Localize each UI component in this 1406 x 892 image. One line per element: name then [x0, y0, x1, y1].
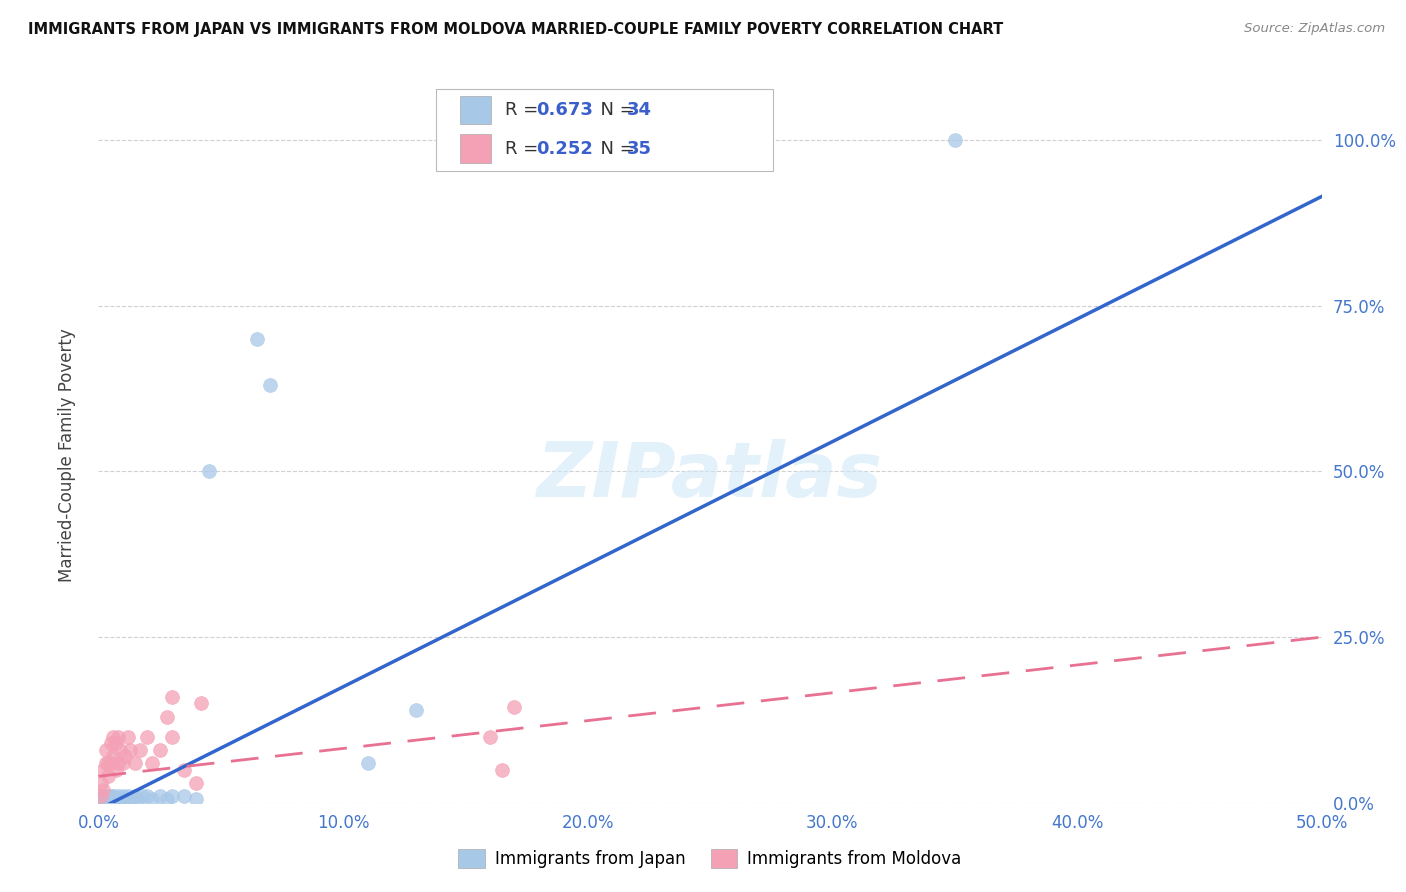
- Point: [91, 763, 114, 777]
- Text: R =: R =: [505, 101, 544, 120]
- Point: [104, 792, 127, 806]
- Point: [136, 730, 159, 744]
- Text: R =: R =: [505, 139, 544, 158]
- Point: [160, 789, 183, 804]
- Point: [90, 776, 112, 790]
- Point: [94, 756, 117, 770]
- Point: [107, 789, 129, 804]
- Text: 34: 34: [627, 101, 652, 120]
- Point: [104, 736, 127, 750]
- Text: IMMIGRANTS FROM JAPAN VS IMMIGRANTS FROM MOLDOVA MARRIED-COUPLE FAMILY POVERTY C: IMMIGRANTS FROM JAPAN VS IMMIGRANTS FROM…: [28, 22, 1004, 37]
- Y-axis label: Married-Couple Family Poverty: Married-Couple Family Poverty: [58, 328, 76, 582]
- Point: [127, 792, 149, 806]
- Point: [173, 789, 195, 804]
- Point: [107, 756, 129, 770]
- Point: [356, 756, 378, 770]
- Point: [94, 792, 117, 806]
- Point: [100, 736, 122, 750]
- Point: [91, 789, 114, 804]
- Point: [110, 743, 132, 757]
- Point: [111, 756, 134, 770]
- Point: [94, 789, 117, 804]
- Point: [129, 743, 152, 757]
- Point: [97, 792, 120, 806]
- Point: [97, 789, 120, 804]
- Point: [186, 792, 208, 806]
- Point: [117, 730, 139, 744]
- Point: [94, 743, 117, 757]
- Point: [246, 332, 269, 346]
- Point: [405, 703, 427, 717]
- Point: [114, 792, 136, 806]
- Text: Source: ZipAtlas.com: Source: ZipAtlas.com: [1244, 22, 1385, 36]
- Point: [149, 743, 172, 757]
- Point: [173, 763, 195, 777]
- Point: [107, 730, 129, 744]
- Point: [101, 749, 124, 764]
- Point: [160, 730, 183, 744]
- Point: [90, 792, 112, 806]
- Text: N =: N =: [589, 101, 641, 120]
- Point: [156, 792, 179, 806]
- Point: [117, 789, 139, 804]
- Point: [156, 709, 179, 723]
- Point: [149, 789, 172, 804]
- Point: [91, 782, 114, 797]
- Text: 35: 35: [627, 139, 652, 158]
- Point: [120, 743, 142, 757]
- Point: [124, 756, 146, 770]
- Point: [110, 792, 132, 806]
- Text: 0.252: 0.252: [536, 139, 592, 158]
- Point: [259, 378, 281, 392]
- Point: [97, 756, 120, 770]
- Point: [190, 697, 212, 711]
- Point: [136, 789, 159, 804]
- Point: [141, 756, 163, 770]
- Point: [491, 763, 513, 777]
- Point: [124, 789, 146, 804]
- Point: [90, 789, 112, 804]
- Point: [101, 792, 124, 806]
- Text: ZIPatlas: ZIPatlas: [537, 439, 883, 513]
- Point: [114, 749, 136, 764]
- Point: [141, 792, 163, 806]
- Point: [100, 756, 122, 770]
- Point: [111, 789, 134, 804]
- Point: [197, 465, 219, 479]
- Point: [943, 133, 966, 147]
- Point: [91, 792, 114, 806]
- Point: [101, 789, 124, 804]
- Point: [100, 789, 122, 804]
- Legend: Immigrants from Japan, Immigrants from Moldova: Immigrants from Japan, Immigrants from M…: [451, 842, 969, 874]
- Point: [101, 730, 124, 744]
- Point: [120, 792, 142, 806]
- Point: [160, 690, 183, 704]
- Point: [503, 699, 526, 714]
- Text: N =: N =: [589, 139, 641, 158]
- Point: [478, 730, 501, 744]
- Point: [104, 763, 127, 777]
- Point: [186, 776, 208, 790]
- Point: [131, 789, 153, 804]
- Text: 0.673: 0.673: [536, 101, 592, 120]
- Point: [100, 792, 122, 806]
- Point: [97, 769, 120, 783]
